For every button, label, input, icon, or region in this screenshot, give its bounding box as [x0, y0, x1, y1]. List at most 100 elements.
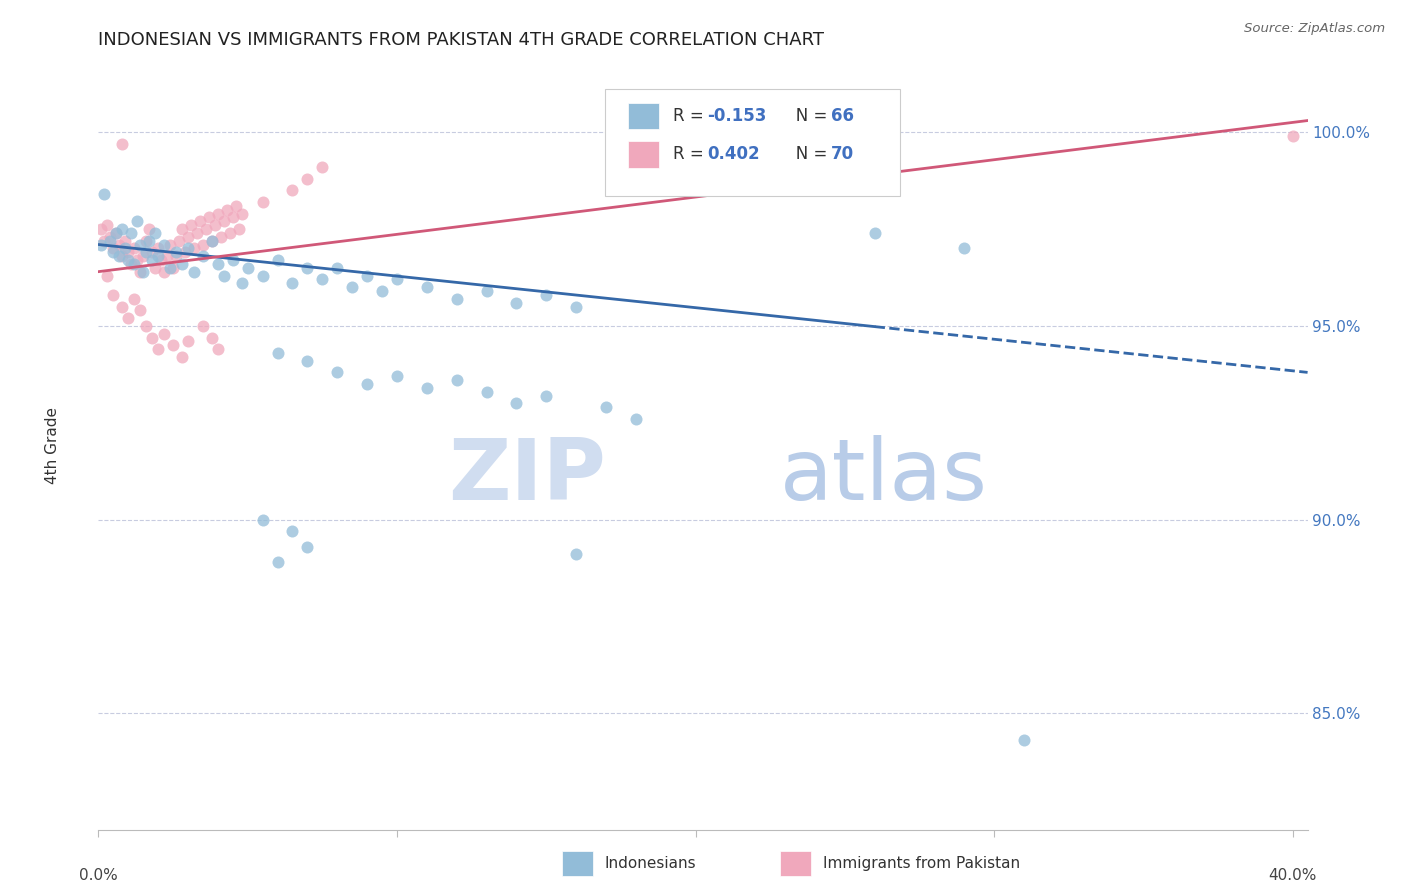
Point — [475, 284, 498, 298]
Point — [505, 295, 527, 310]
Point — [153, 326, 176, 341]
Point — [191, 249, 214, 263]
Point — [165, 249, 187, 263]
Point — [183, 241, 205, 255]
Point — [536, 288, 558, 302]
Point — [231, 206, 253, 220]
Point — [127, 214, 149, 228]
Point — [162, 338, 184, 352]
Point — [281, 277, 304, 291]
Point — [114, 241, 136, 255]
Point — [297, 353, 319, 368]
Point — [98, 234, 121, 248]
Point — [198, 211, 221, 225]
Point — [141, 253, 163, 268]
Point — [90, 222, 112, 236]
Text: 66: 66 — [831, 107, 853, 125]
Text: Immigrants from Pakistan: Immigrants from Pakistan — [823, 856, 1019, 871]
Point — [207, 342, 229, 356]
Text: R =: R = — [673, 107, 710, 125]
Point — [129, 303, 152, 318]
Point — [252, 194, 274, 209]
Point — [1281, 129, 1303, 144]
Point — [446, 373, 468, 387]
Text: Indonesians: Indonesians — [605, 856, 696, 871]
Text: -0.153: -0.153 — [707, 107, 766, 125]
Point — [311, 272, 333, 286]
Text: N =: N = — [780, 145, 832, 163]
Point — [170, 222, 193, 236]
Point — [356, 377, 378, 392]
Point — [266, 555, 288, 569]
Point — [153, 265, 176, 279]
Point — [475, 384, 498, 399]
Text: N =: N = — [780, 107, 832, 125]
Point — [209, 229, 232, 244]
Point — [111, 249, 134, 263]
Point — [385, 272, 408, 286]
Point — [129, 237, 152, 252]
Point — [96, 268, 118, 283]
Text: 70: 70 — [831, 145, 853, 163]
Point — [146, 342, 169, 356]
Point — [103, 288, 125, 302]
Point — [103, 245, 125, 260]
Point — [228, 222, 250, 236]
Point — [863, 226, 886, 240]
Point — [132, 265, 155, 279]
Point — [212, 214, 235, 228]
Point — [120, 226, 142, 240]
Point — [183, 265, 205, 279]
Point — [146, 241, 169, 255]
Point — [138, 234, 160, 248]
Text: 40.0%: 40.0% — [1268, 868, 1317, 883]
Point — [135, 234, 157, 248]
Point — [281, 524, 304, 539]
Text: ZIP: ZIP — [449, 435, 606, 518]
Point — [122, 292, 145, 306]
Point — [624, 412, 647, 426]
Point — [105, 226, 128, 240]
Point — [326, 260, 349, 275]
Point — [141, 330, 163, 344]
Point — [90, 237, 112, 252]
Point — [225, 199, 247, 213]
Point — [165, 245, 187, 260]
Point — [93, 187, 115, 202]
Point — [201, 234, 224, 248]
Text: atlas: atlas — [780, 435, 988, 518]
Text: 0.402: 0.402 — [707, 145, 759, 163]
Point — [98, 229, 121, 244]
Point — [167, 234, 190, 248]
Point — [505, 396, 527, 410]
Point — [103, 241, 125, 255]
Point — [96, 218, 118, 232]
Point — [180, 218, 202, 232]
Point — [132, 249, 155, 263]
Point — [266, 253, 288, 268]
Point — [191, 318, 214, 333]
Point — [188, 214, 211, 228]
Point — [138, 222, 160, 236]
Point — [201, 330, 224, 344]
Point — [297, 540, 319, 554]
Point — [266, 346, 288, 360]
Point — [565, 300, 588, 314]
Point — [146, 249, 169, 263]
Point — [201, 234, 224, 248]
Point — [385, 369, 408, 384]
Point — [150, 253, 173, 268]
Point — [191, 237, 214, 252]
Point — [135, 245, 157, 260]
Point — [536, 389, 558, 403]
Point — [143, 260, 166, 275]
Point — [93, 234, 115, 248]
Point — [122, 241, 145, 255]
Text: INDONESIAN VS IMMIGRANTS FROM PAKISTAN 4TH GRADE CORRELATION CHART: INDONESIAN VS IMMIGRANTS FROM PAKISTAN 4… — [98, 31, 824, 49]
Point — [215, 202, 238, 217]
Point — [340, 280, 363, 294]
Text: 0.0%: 0.0% — [79, 868, 118, 883]
Point — [111, 300, 134, 314]
Point — [159, 260, 181, 275]
Point — [297, 260, 319, 275]
